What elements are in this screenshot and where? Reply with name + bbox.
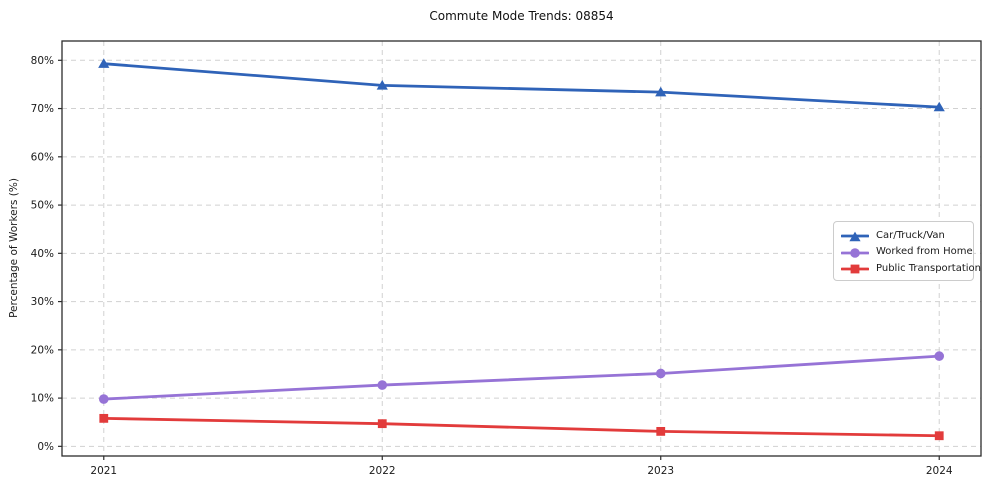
x-tick-label: 2023 bbox=[647, 465, 674, 477]
data-point bbox=[98, 58, 110, 68]
legend-item-public-transportation: Public Transportation bbox=[840, 260, 981, 276]
legend-swatch-circle-icon bbox=[840, 245, 870, 259]
series-line bbox=[102, 416, 941, 438]
data-point bbox=[656, 426, 666, 436]
y-tick-label: 50% bbox=[31, 200, 54, 212]
data-point bbox=[934, 431, 944, 441]
data-point bbox=[377, 380, 388, 390]
legend-label: Worked from Home bbox=[876, 246, 973, 257]
axes-frame bbox=[61, 40, 982, 457]
y-tick-label: 40% bbox=[31, 248, 54, 260]
y-tick-label: 10% bbox=[31, 393, 54, 405]
y-tick-label: 80% bbox=[31, 55, 54, 67]
y-tick-label: 60% bbox=[31, 151, 54, 163]
series-line bbox=[102, 62, 941, 109]
y-tick-label: 0% bbox=[37, 441, 54, 453]
x-tick-label: 2022 bbox=[369, 465, 396, 477]
legend-label: Car/Truck/Van bbox=[876, 229, 945, 241]
data-point bbox=[377, 419, 387, 429]
legend: Car/Truck/Van Worked from Home Public Tr… bbox=[833, 221, 981, 281]
data-point bbox=[934, 351, 945, 361]
data-point bbox=[98, 394, 109, 404]
legend-item-worked-from-home: Worked from Home bbox=[840, 244, 973, 260]
data-point bbox=[655, 368, 666, 379]
x-tick-label: 2021 bbox=[90, 465, 117, 477]
data-point bbox=[655, 86, 667, 97]
legend-swatch-square-icon bbox=[840, 261, 870, 275]
y-tick-label: 70% bbox=[31, 103, 54, 115]
data-point bbox=[99, 413, 109, 423]
legend-item-car-truck-van: Car/Truck/Van bbox=[840, 227, 965, 243]
y-tick-label: 20% bbox=[31, 344, 54, 356]
legend-swatch-triangle-icon bbox=[840, 228, 870, 242]
legend-label: Public Transportation bbox=[876, 262, 981, 274]
y-tick-label: 30% bbox=[31, 296, 54, 308]
data-point bbox=[376, 79, 388, 90]
series-line bbox=[102, 354, 941, 401]
x-tick-label: 2024 bbox=[926, 465, 953, 477]
data-point bbox=[933, 101, 945, 112]
chart-title: Commute Mode Trends: 08854 bbox=[429, 9, 614, 23]
